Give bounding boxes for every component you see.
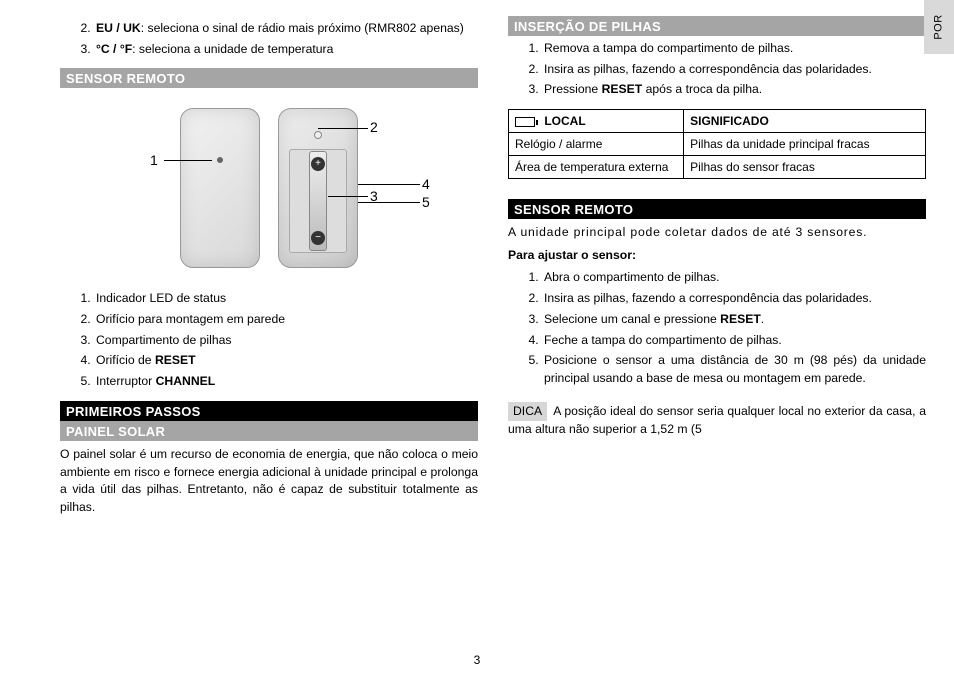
cell-meaning-2: Pilhas do sensor fracas [684,156,926,179]
battery-steps: Remova a tampa do compartimento de pilha… [508,40,926,99]
callout-4-num: 4 [422,176,430,192]
page: EU / UK: seleciona o sinal de rádio mais… [0,0,954,673]
sensor-part-3: Compartimento de pilhas [94,332,478,350]
table-row: Área de temperatura externa Pilhas do se… [509,156,926,179]
sensor-part-4: Orifício de RESET [94,352,478,370]
wall-mount-hole [314,131,322,139]
table-header-meaning: SIGNIFICADO [684,110,926,133]
sensor-back: + − [278,108,358,268]
heading-primeiros-passos: PRIMEIROS PASSOS [60,401,478,421]
collect-text: A unidade principal pode coletar dados d… [508,224,926,242]
sensor-front [180,108,260,268]
battery-step-1: Remova a tampa do compartimento de pilha… [542,40,926,58]
intro-list: EU / UK: seleciona o sinal de rádio mais… [60,20,478,58]
adjust-title-text: Para ajustar o sensor: [508,248,636,262]
th-local-text: LOCAL [544,114,585,128]
adjust-step-2: Insira as pilhas, fazendo a correspondên… [542,290,926,308]
callout-5-num: 5 [422,194,430,210]
right-column: INSERÇÃO DE PILHAS Remova a tampa do com… [508,16,926,663]
sensor-parts-list: Indicador LED de status Orifício para mo… [60,290,478,390]
adjust-step-3: Selecione um canal e pressione RESET. [542,311,926,329]
intro-item-2: EU / UK: seleciona o sinal de rádio mais… [94,20,478,38]
heading-sensor-remoto: SENSOR REMOTO [60,68,478,88]
adjust-step-4: Feche a tampa do compartimento de pilhas… [542,332,926,350]
table-header-row: LOCAL SIGNIFICADO [509,110,926,133]
callout-2-num: 2 [370,119,378,135]
sensor-led [217,157,223,163]
adjust-step-1: Abra o compartimento de pilhas. [542,269,926,287]
heading-painel-solar: PAINEL SOLAR [60,421,478,441]
callout-1-num: 1 [150,152,158,168]
page-number: 3 [0,653,954,667]
language-tab-text: POR [933,14,945,39]
solar-text: O painel solar é um recurso de economia … [60,446,478,517]
heading-insercao-pilhas: INSERÇÃO DE PILHAS [508,16,926,36]
adjust-steps: Abra o compartimento de pilhas. Insira a… [508,269,926,387]
intro-item-3: °C / °F: seleciona a unidade de temperat… [94,41,478,59]
table-row: Relógio / alarme Pilhas da unidade princ… [509,133,926,156]
heading-sensor-remoto-2: SENSOR REMOTO [508,199,926,219]
sensor-diagram: + − 1 2 3 4 [60,96,478,286]
cell-local-2: Área de temperatura externa [509,156,684,179]
sensor-part-2: Orifício para montagem em parede [94,311,478,329]
left-column: EU / UK: seleciona o sinal de rádio mais… [60,16,478,663]
adjust-step-5: Posicione o sensor a uma distância de 30… [542,352,926,387]
sensor-part-1: Indicador LED de status [94,290,478,308]
cell-meaning-1: Pilhas da unidade principal fracas [684,133,926,156]
cell-local-1: Relógio / alarme [509,133,684,156]
tip-label: DICA [508,402,547,422]
sensor-part-5: Interruptor CHANNEL [94,373,478,391]
tip-paragraph: DICA A posição ideal do sensor seria qua… [508,402,926,439]
language-tab: POR [924,0,954,54]
table-header-local: LOCAL [509,110,684,133]
battery-step-3: Pressione RESET após a troca da pilha. [542,81,926,99]
tip-text: A posição ideal do sensor seria qualquer… [508,404,926,437]
battery-meaning-table: LOCAL SIGNIFICADO Relógio / alarme Pilha… [508,109,926,179]
adjust-title: Para ajustar o sensor: [508,247,926,265]
battery-step-2: Insira as pilhas, fazendo a correspondên… [542,61,926,79]
battery-icon [515,117,535,127]
